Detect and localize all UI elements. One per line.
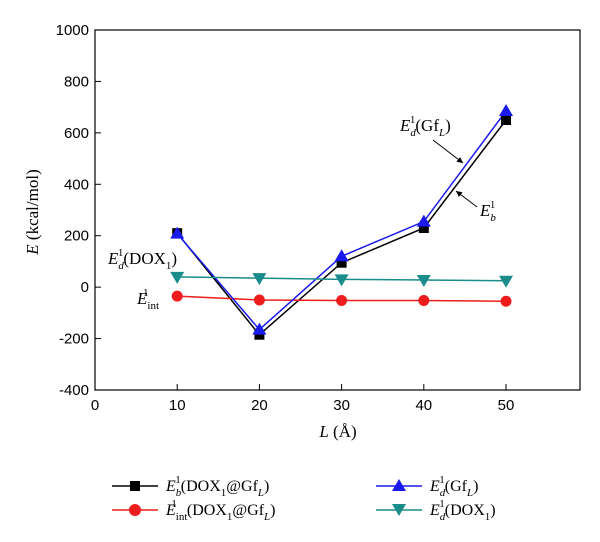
data-point [253,294,265,306]
annotation-arrow-eb [455,190,478,208]
svg-text:Ed1(GfL): Ed1(GfL) [399,114,451,139]
annotation-eb: Eb1 [455,190,496,224]
x-tick-label: 50 [498,397,515,414]
svg-text:Eb1: Eb1 [479,199,496,224]
svg-text:Ed1(DOX1): Ed1(DOX1) [107,247,177,272]
data-point [499,275,514,288]
data-point [334,249,349,262]
y-tick-label: 0 [81,279,89,296]
annotation-arrow-ed [432,139,464,164]
legend-item-eint: Eint1 (DOX1@GfL) [112,498,275,523]
x-tick-label: 30 [333,397,350,414]
legend-item-eb: Eb1(DOX1@GfL) [112,474,269,499]
x-tick-label: 40 [415,397,432,414]
data-point [416,214,431,227]
svg-text:Eint1(DOX1@GfL): Eint1 (DOX1@GfL) [165,498,275,523]
annotation-eint: Eint1 [136,287,159,312]
data-point [499,104,514,116]
y-tick-label: -400 [59,382,89,399]
data-point [171,290,183,302]
data-point [170,226,185,239]
y-tick-label: 200 [64,228,89,245]
data-point [500,295,512,307]
annotation-ed-dox: Ed1(DOX1) [107,247,177,272]
data-point [501,115,512,125]
y-axis-title: E (kcal/mol) [23,169,42,255]
data-point [336,295,348,307]
svg-text:Ed1(DOX1): Ed1(DOX1) [429,498,496,523]
data-point [336,257,347,268]
data-point [170,271,185,284]
legend-item-ed-gfl: Ed1(GfL) [376,474,478,499]
y-tick-label: 800 [64,73,89,90]
data-point [252,322,267,335]
x-axis-title: L (Å) [318,422,356,441]
plot-frame [94,29,581,391]
y-tick-label: 600 [64,125,89,142]
series-markers [170,104,514,340]
y-tick-label: -200 [59,331,89,348]
data-point [416,274,431,287]
data-point [418,223,429,233]
x-tick-label: 20 [251,397,268,414]
legend: Eb1(DOX1@GfL) Eint1 (DOX1@GfL) Ed1(GfL) E… [112,474,496,523]
x-tick-label: 0 [91,397,99,414]
svg-text:Eb1(DOX1@GfL): Eb1(DOX1@GfL) [165,474,269,499]
axis-ticks: 0 10 20 30 40 50 -400 -200 0 200 400 600 800 1000 [56,22,515,414]
svg-text:Eint1: Eint1 [136,287,159,312]
data-point [254,329,265,340]
data-point [418,295,430,307]
data-point [252,273,267,286]
y-tick-label: 1000 [56,22,89,39]
x-tick-label: 10 [169,397,186,414]
data-point [334,274,349,287]
y-tick-label: 400 [64,176,89,193]
svg-text:Ed1(GfL): Ed1(GfL) [429,474,478,499]
legend-item-ed-dox: Ed1(DOX1) [376,498,496,523]
annotation-ed-gfl: Ed1(GfL) [399,114,464,164]
